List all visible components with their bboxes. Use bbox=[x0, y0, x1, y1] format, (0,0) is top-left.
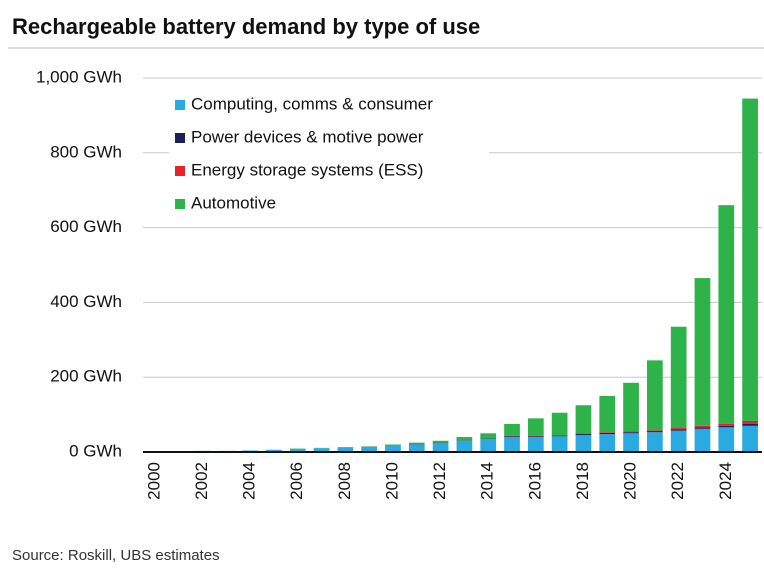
legend-label: Power devices & motive power bbox=[191, 127, 424, 146]
legend-swatch bbox=[175, 133, 185, 143]
legend-swatch bbox=[175, 199, 185, 209]
bar-segment bbox=[718, 425, 735, 428]
x-tick-label: 2006 bbox=[287, 462, 306, 500]
x-tick-label: 2022 bbox=[668, 462, 687, 500]
bar-segment bbox=[647, 430, 663, 432]
x-tick-label: 2008 bbox=[335, 462, 354, 500]
bar-segment bbox=[456, 440, 473, 452]
bar-segment bbox=[385, 445, 401, 452]
bar-segment bbox=[408, 444, 425, 452]
bar-segment bbox=[599, 432, 616, 435]
bar-segment bbox=[742, 425, 758, 452]
source: Source: Roskill, UBS estimates bbox=[12, 547, 220, 564]
bar-segment bbox=[647, 432, 663, 452]
x-tick-label: 2018 bbox=[573, 462, 592, 500]
bar-segment bbox=[623, 431, 639, 433]
bar-segment bbox=[385, 444, 401, 446]
legend-label: Computing, comms & consumer bbox=[191, 94, 433, 113]
x-tick-label: 2002 bbox=[192, 462, 211, 500]
bar-segment bbox=[575, 434, 592, 436]
bar-segment bbox=[599, 395, 616, 433]
bar-segment bbox=[623, 432, 639, 434]
x-tick-label: 2024 bbox=[716, 462, 735, 500]
bar-segment bbox=[361, 447, 378, 452]
bar-segment bbox=[670, 428, 687, 430]
y-tick-label: 400 GWh bbox=[50, 292, 122, 311]
x-tick-label: 2000 bbox=[144, 462, 163, 500]
bar-segment bbox=[575, 433, 592, 435]
bar-segment bbox=[623, 433, 639, 452]
bar-segment bbox=[480, 438, 497, 452]
x-tick-label: 2014 bbox=[478, 462, 497, 500]
bar-segment bbox=[432, 440, 449, 443]
bar-segment bbox=[313, 448, 330, 452]
bar-segment bbox=[527, 436, 544, 438]
x-tick-label: 2004 bbox=[240, 462, 259, 500]
y-tick-label: 0 GWh bbox=[69, 441, 122, 460]
x-tick-label: 2016 bbox=[525, 462, 544, 500]
bar-segment bbox=[694, 278, 711, 426]
x-tick-label: 2020 bbox=[621, 462, 640, 500]
bar-segment bbox=[670, 430, 687, 452]
bar-segment bbox=[718, 423, 735, 426]
bar-segment bbox=[266, 449, 282, 452]
bar-segment bbox=[527, 437, 544, 452]
bar-segment bbox=[432, 443, 449, 452]
bar-segment bbox=[694, 425, 711, 428]
bar-segment bbox=[742, 420, 758, 424]
legend-label: Automotive bbox=[191, 193, 276, 212]
legend-swatch bbox=[175, 166, 185, 176]
bar-segment bbox=[670, 326, 687, 429]
bar-segment bbox=[670, 429, 687, 431]
bar-segment bbox=[504, 437, 520, 452]
bar-segment bbox=[694, 428, 711, 452]
bar-segment bbox=[599, 434, 616, 452]
bar-segment bbox=[694, 427, 711, 429]
bar-segment bbox=[456, 437, 473, 441]
bar-segment bbox=[504, 436, 520, 438]
bar-segment bbox=[551, 435, 568, 437]
bar-segment bbox=[718, 427, 735, 452]
bar-segment bbox=[575, 435, 592, 452]
y-tick-label: 600 GWh bbox=[50, 217, 122, 236]
bar-segment bbox=[647, 431, 663, 433]
bar-segment bbox=[575, 405, 592, 434]
bar-segment bbox=[742, 423, 758, 426]
x-tick-label: 2010 bbox=[382, 462, 401, 500]
bar-segment bbox=[718, 205, 735, 424]
bar-segment bbox=[289, 449, 306, 452]
bar-segment bbox=[742, 98, 758, 421]
bar-segment bbox=[480, 433, 497, 439]
bar-segment bbox=[551, 436, 568, 452]
bar-segment bbox=[408, 442, 425, 445]
bar-segment bbox=[337, 447, 354, 452]
bar-segment bbox=[647, 360, 663, 431]
bar-segment bbox=[623, 382, 639, 432]
bar-segment bbox=[527, 418, 544, 436]
bar-segment bbox=[504, 423, 520, 436]
x-tick-label: 2012 bbox=[430, 462, 449, 500]
bar-segment bbox=[551, 412, 568, 436]
chart-title: Rechargeable battery demand by type of u… bbox=[12, 14, 480, 39]
y-tick-label: 1,000 GWh bbox=[36, 67, 122, 86]
legend-background bbox=[169, 91, 489, 227]
bar-segment bbox=[599, 432, 616, 433]
legend-label: Energy storage systems (ESS) bbox=[191, 160, 423, 179]
legend-swatch bbox=[175, 100, 185, 110]
y-tick-label: 200 GWh bbox=[50, 367, 122, 386]
y-tick-label: 800 GWh bbox=[50, 142, 122, 161]
